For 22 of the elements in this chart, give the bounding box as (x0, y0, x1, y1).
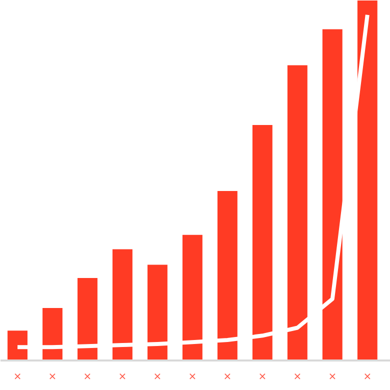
x-tick-label: × (258, 372, 267, 382)
bar (182, 234, 202, 360)
bar (252, 125, 272, 360)
x-tick-label: × (48, 372, 57, 382)
bar (42, 308, 62, 360)
bar (8, 330, 28, 360)
x-tick-label: × (83, 372, 92, 382)
bar (78, 278, 98, 360)
x-tick-label: × (363, 372, 372, 382)
x-tick-label: × (13, 372, 22, 382)
x-tick-label: × (188, 372, 197, 382)
x-tick-label: × (118, 372, 127, 382)
x-tick-label: × (223, 372, 232, 382)
bar (322, 29, 342, 360)
bar (112, 249, 132, 360)
x-tick-label: × (153, 372, 162, 382)
x-tick-label: × (293, 372, 302, 382)
bar (357, 0, 378, 360)
bar (217, 190, 238, 360)
bar (287, 65, 308, 360)
x-tick-label: × (328, 372, 337, 382)
bar (147, 264, 168, 360)
